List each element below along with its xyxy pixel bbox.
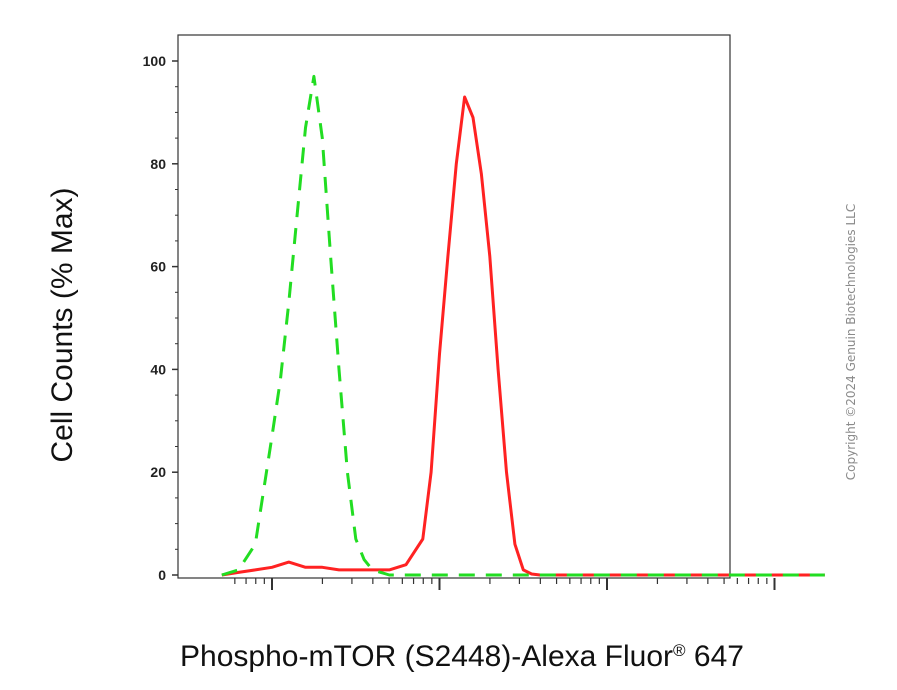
y-tick-label: 0 [158, 567, 166, 583]
copyright-watermark: Copyright ©2024 Genuin Biotechnologies L… [844, 204, 858, 480]
y-tick-label: 80 [150, 156, 166, 172]
sample-curve [221, 95, 825, 577]
y-axis-ticks: 0 20 40 60 80 100 [143, 53, 178, 583]
x-axis-title-suffix: 647 [686, 640, 744, 673]
x-axis-title-superscript: ® [673, 641, 686, 660]
plot-frame [177, 34, 731, 579]
y-tick-label: 40 [150, 361, 166, 377]
y-tick-label: 60 [150, 259, 166, 275]
isotype-control-curve [221, 74, 825, 577]
x-axis-title: Phospho-mTOR (S2448)-Alexa Fluor® 647 [180, 640, 744, 673]
series-layer [221, 74, 825, 577]
y-axis-title: Cell Counts (% Max) [46, 187, 79, 462]
x-axis-title-main: Phospho-mTOR (S2448)-Alexa Fluor [180, 640, 673, 673]
y-tick-label: 20 [150, 464, 166, 480]
y-tick-label: 100 [143, 53, 167, 69]
x-axis-ticks [234, 578, 776, 590]
